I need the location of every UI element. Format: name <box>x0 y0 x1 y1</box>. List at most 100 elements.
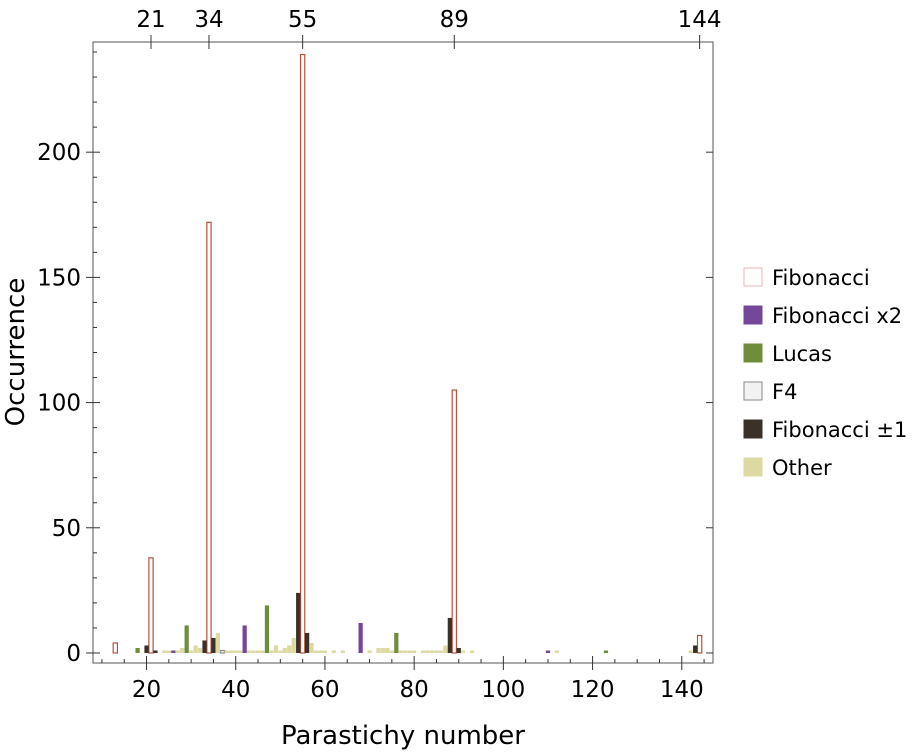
bar-f4-37 <box>219 649 226 654</box>
bar-fibonacci-34 <box>206 221 212 654</box>
legend-label-f4: F4 <box>772 380 797 404</box>
y-tick-label-50: 50 <box>52 516 81 542</box>
x-tick-label-40: 40 <box>221 677 250 703</box>
legend-swatch-other <box>743 457 763 477</box>
bar-fibonacci-1-20 <box>144 645 149 653</box>
bar-other-93 <box>470 650 475 653</box>
top-tick-label-34: 34 <box>194 7 223 33</box>
bar-fibonacci-21 <box>148 557 154 654</box>
bar-fibonacci-x2-26 <box>171 650 176 653</box>
bar-fibonacci-x2-42 <box>242 625 247 653</box>
legend-swatch-fibonacci <box>743 267 763 287</box>
y-tick-label-200: 200 <box>37 140 81 166</box>
bar-other-83 <box>425 650 430 653</box>
x-axis-title: Parastichy number <box>281 721 525 750</box>
bar-fibonacci-144 <box>696 634 703 654</box>
x-tick-label-120: 120 <box>571 677 615 703</box>
top-tick-label-89: 89 <box>440 7 469 33</box>
legend-label-lucas: Lucas <box>772 342 832 366</box>
bar-other-78 <box>403 650 408 653</box>
legend-swatch-lucas <box>743 343 763 363</box>
bar-other-30 <box>189 650 194 653</box>
bar-other-82 <box>420 650 426 653</box>
bar-other-86 <box>438 650 444 653</box>
x-tick-label-140: 140 <box>660 677 704 703</box>
legend-swatch-fibonacci-x2 <box>743 305 763 325</box>
bar-other-58 <box>313 650 319 653</box>
y-tick-label-0: 0 <box>66 641 81 667</box>
bar-fibonacci-13 <box>112 642 119 654</box>
bar-fibonacci-1-35 <box>211 637 216 653</box>
bar-other-28 <box>180 647 185 653</box>
bar-fibonacci-1-22 <box>153 650 158 653</box>
bar-other-73 <box>380 647 386 653</box>
bar-lucas-123 <box>603 650 609 653</box>
bar-other-142 <box>688 650 693 653</box>
bar-other-51 <box>282 647 287 653</box>
bar-other-87 <box>443 645 448 653</box>
bar-other-85 <box>434 650 439 653</box>
bar-other-62 <box>331 650 336 653</box>
bar-other-112 <box>554 650 560 653</box>
bar-fibonacci-89 <box>451 389 458 654</box>
bar-other-75 <box>389 650 394 653</box>
bar-other-39 <box>229 650 234 653</box>
bar-fibonacci-x2-110 <box>545 650 551 653</box>
legend-label-fibonacci-1: Fibonacci ±1 <box>772 418 907 442</box>
bar-fibonacci-1-33 <box>202 640 207 653</box>
bar-fibonacci-1-56 <box>304 632 310 653</box>
axes-layer: 20 40 60 80 100 120 140 0 50 100 150 200 21 34 55 89 144 <box>37 7 721 703</box>
bar-other-74 <box>385 647 390 653</box>
bar-lucas-18 <box>135 647 140 653</box>
bar-other-38 <box>224 650 229 653</box>
legend-label-fibonacci: Fibonacci <box>772 266 870 290</box>
bar-other-64 <box>340 650 345 653</box>
bar-other-49 <box>273 645 278 653</box>
plot-frame <box>92 41 714 664</box>
bar-other-70 <box>367 650 372 653</box>
bar-other-52 <box>287 645 292 653</box>
bar-other-80 <box>412 650 417 653</box>
bar-fibonacci-x2-68 <box>358 622 363 653</box>
bars-layer <box>112 53 703 654</box>
bar-other-59 <box>318 650 323 653</box>
y-axis-title: Occurrence <box>1 278 31 427</box>
bar-other-77 <box>398 650 403 653</box>
bar-other-57 <box>309 642 314 653</box>
bar-other-44 <box>251 650 256 653</box>
bar-other-48 <box>269 650 274 653</box>
bar-other-45 <box>255 650 261 653</box>
bar-lucas-76 <box>394 632 399 653</box>
legend-label-other: Other <box>772 456 832 480</box>
legend-swatch-fibonacci-1 <box>743 419 763 439</box>
legend: Fibonacci Fibonacci x2 Lucas F4 Fibonacci ±1… <box>743 266 907 480</box>
top-tick-label-55: 55 <box>288 7 317 33</box>
bar-other-53 <box>291 637 296 653</box>
bar-other-50 <box>278 650 283 653</box>
bar-other-46 <box>260 650 265 653</box>
bar-fibonacci-55 <box>299 53 306 654</box>
bar-fibonacci-1-88 <box>447 617 452 653</box>
bar-lucas-29 <box>184 625 189 653</box>
x-tick-label-80: 80 <box>400 677 429 703</box>
bar-other-91 <box>461 650 466 653</box>
bar-other-36 <box>215 632 221 653</box>
top-tick-label-144: 144 <box>678 7 722 33</box>
y-tick-label-150: 150 <box>37 265 81 291</box>
x-tick-label-60: 60 <box>310 677 339 703</box>
bar-fibonacci-1-143 <box>693 645 698 653</box>
bar-lucas-47 <box>264 605 270 653</box>
bar-other-40 <box>233 650 238 653</box>
bar-other-84 <box>429 650 435 653</box>
bar-other-72 <box>376 647 381 653</box>
bar-fibonacci-1-54 <box>296 592 301 653</box>
bar-fibonacci-1-90 <box>456 647 461 653</box>
bar-other-41 <box>238 650 243 653</box>
bar-other-31 <box>193 645 198 653</box>
bar-other-32 <box>197 647 203 653</box>
bar-other-24 <box>162 650 167 653</box>
x-tick-label-100: 100 <box>481 677 525 703</box>
bar-other-60 <box>322 650 328 653</box>
